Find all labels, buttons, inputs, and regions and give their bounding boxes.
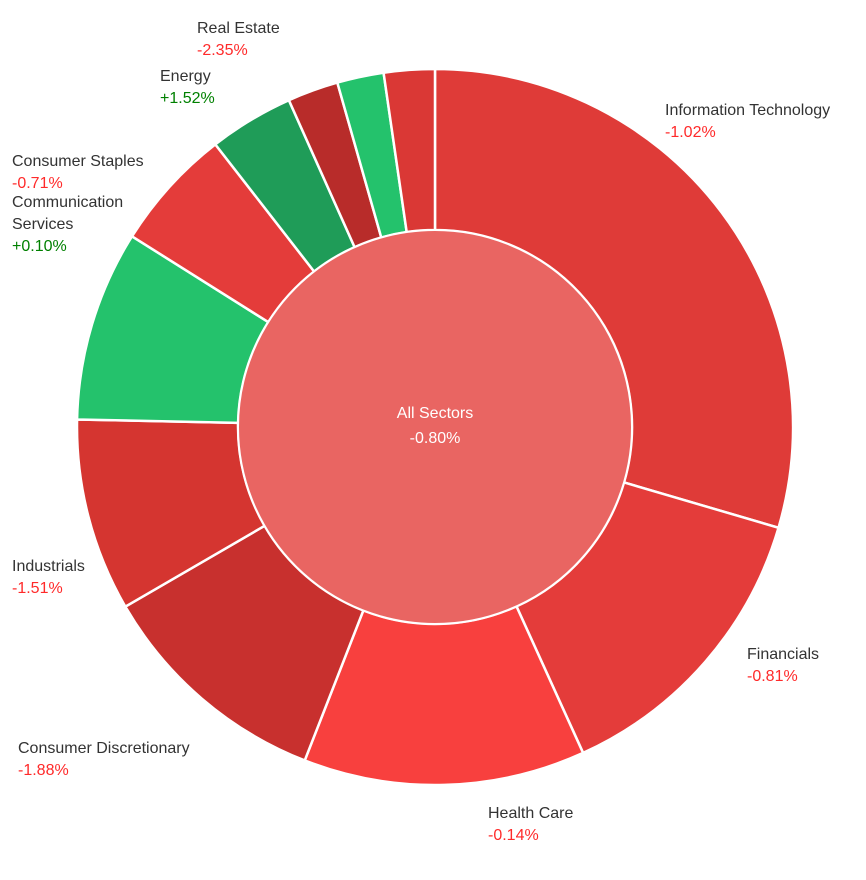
sector-labels: Information Technology -1.02% Financials -0…: [12, 20, 830, 844]
sector-change-label: -1.88%: [18, 762, 69, 779]
sector-change-label: -1.51%: [12, 580, 63, 597]
sector-change-label: -1.02%: [665, 124, 716, 141]
sector-change-label: +0.10%: [12, 238, 67, 255]
sector-name-label: Financials: [747, 646, 819, 663]
sector-name-label: Consumer Staples: [12, 153, 144, 170]
donut-slices: [75, 67, 795, 787]
sector-change-label: -0.81%: [747, 668, 798, 685]
sector-name-label: Information Technology: [665, 102, 830, 119]
sector-change-label: +1.52%: [160, 90, 215, 107]
center-change: -0.80%: [410, 430, 461, 447]
center-label: All Sectors: [397, 405, 473, 422]
sector-name-label: Services: [12, 216, 73, 233]
sector-name-label: Health Care: [488, 805, 573, 822]
sector-name-label: Energy: [160, 68, 211, 85]
sector-name-label: Industrials: [12, 558, 85, 575]
sector-change-label: -2.35%: [197, 42, 248, 59]
sector-name-label: Real Estate: [197, 20, 280, 37]
center-circle[interactable]: [237, 229, 633, 625]
sector-name-label: Consumer Discretionary: [18, 740, 190, 757]
sector-name-label: Communication: [12, 194, 123, 211]
sector-change-label: -0.71%: [12, 175, 63, 192]
sector-change-label: -0.14%: [488, 827, 539, 844]
